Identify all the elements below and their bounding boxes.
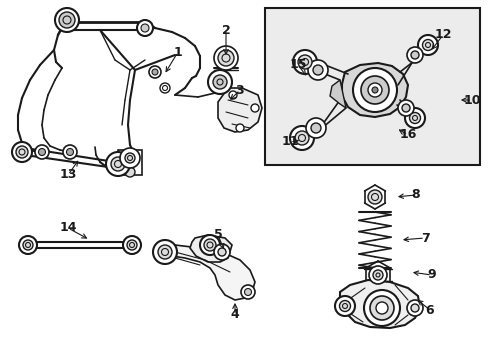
- Circle shape: [127, 240, 137, 250]
- Bar: [264, 8, 479, 165]
- Circle shape: [404, 108, 424, 128]
- Circle shape: [297, 55, 311, 69]
- Circle shape: [23, 240, 33, 250]
- Circle shape: [213, 75, 226, 89]
- Text: 10: 10: [462, 94, 480, 107]
- Circle shape: [292, 50, 316, 74]
- Circle shape: [352, 68, 396, 112]
- Text: 9: 9: [427, 269, 435, 282]
- Text: 8: 8: [411, 189, 420, 202]
- Circle shape: [200, 235, 220, 255]
- Polygon shape: [190, 235, 231, 262]
- Text: 14: 14: [59, 221, 77, 234]
- Circle shape: [289, 126, 313, 150]
- Polygon shape: [218, 88, 262, 132]
- Circle shape: [203, 239, 216, 251]
- Circle shape: [368, 266, 386, 284]
- Circle shape: [218, 50, 234, 66]
- Text: 16: 16: [399, 129, 416, 141]
- Circle shape: [160, 83, 170, 93]
- Circle shape: [372, 270, 382, 280]
- Circle shape: [334, 296, 354, 316]
- Circle shape: [124, 154, 136, 166]
- Circle shape: [106, 152, 130, 176]
- Circle shape: [417, 35, 437, 55]
- Circle shape: [16, 146, 28, 158]
- Bar: [118, 150, 142, 175]
- Circle shape: [207, 70, 231, 94]
- Circle shape: [19, 236, 37, 254]
- Polygon shape: [329, 80, 346, 108]
- Circle shape: [241, 285, 254, 299]
- Circle shape: [152, 69, 158, 75]
- Polygon shape: [341, 63, 407, 117]
- Circle shape: [369, 296, 393, 320]
- Circle shape: [63, 145, 77, 159]
- Circle shape: [397, 100, 413, 116]
- Circle shape: [149, 66, 161, 78]
- Circle shape: [305, 118, 325, 138]
- Circle shape: [375, 302, 387, 314]
- Circle shape: [401, 104, 409, 112]
- Circle shape: [120, 148, 140, 168]
- Circle shape: [422, 40, 433, 50]
- Circle shape: [310, 123, 320, 133]
- Circle shape: [39, 148, 45, 156]
- Text: 5: 5: [213, 229, 222, 242]
- Circle shape: [408, 112, 420, 123]
- Circle shape: [250, 104, 259, 112]
- Circle shape: [294, 131, 308, 145]
- Text: 4: 4: [230, 309, 239, 321]
- Text: 12: 12: [433, 28, 451, 41]
- Circle shape: [123, 236, 141, 254]
- Circle shape: [236, 124, 244, 132]
- Circle shape: [153, 240, 177, 264]
- Circle shape: [125, 153, 135, 163]
- Circle shape: [214, 46, 238, 70]
- Text: 3: 3: [235, 84, 244, 96]
- Circle shape: [35, 145, 49, 159]
- Circle shape: [125, 167, 135, 177]
- Circle shape: [363, 290, 399, 326]
- Text: 6: 6: [425, 303, 433, 316]
- Circle shape: [12, 142, 32, 162]
- Circle shape: [367, 83, 381, 97]
- Circle shape: [360, 76, 388, 104]
- Circle shape: [312, 65, 323, 75]
- Circle shape: [66, 148, 73, 156]
- Text: 11: 11: [281, 135, 298, 148]
- Circle shape: [158, 245, 172, 259]
- Circle shape: [137, 20, 153, 36]
- Circle shape: [218, 248, 225, 256]
- Circle shape: [367, 190, 381, 204]
- Circle shape: [371, 87, 377, 93]
- Text: 1: 1: [173, 45, 182, 58]
- Circle shape: [410, 304, 418, 312]
- Circle shape: [244, 288, 251, 296]
- Text: 13: 13: [59, 168, 77, 181]
- Polygon shape: [160, 245, 254, 300]
- Circle shape: [214, 244, 229, 260]
- Circle shape: [228, 91, 237, 99]
- Circle shape: [406, 300, 422, 316]
- Circle shape: [406, 47, 422, 63]
- Circle shape: [59, 12, 75, 28]
- Circle shape: [307, 60, 327, 80]
- Circle shape: [410, 51, 418, 59]
- Text: 15: 15: [289, 58, 306, 72]
- Circle shape: [141, 24, 149, 32]
- Circle shape: [55, 8, 79, 32]
- Polygon shape: [339, 280, 419, 328]
- Circle shape: [111, 157, 125, 171]
- Text: 2: 2: [221, 23, 230, 36]
- Circle shape: [339, 301, 350, 311]
- Text: 7: 7: [420, 231, 428, 244]
